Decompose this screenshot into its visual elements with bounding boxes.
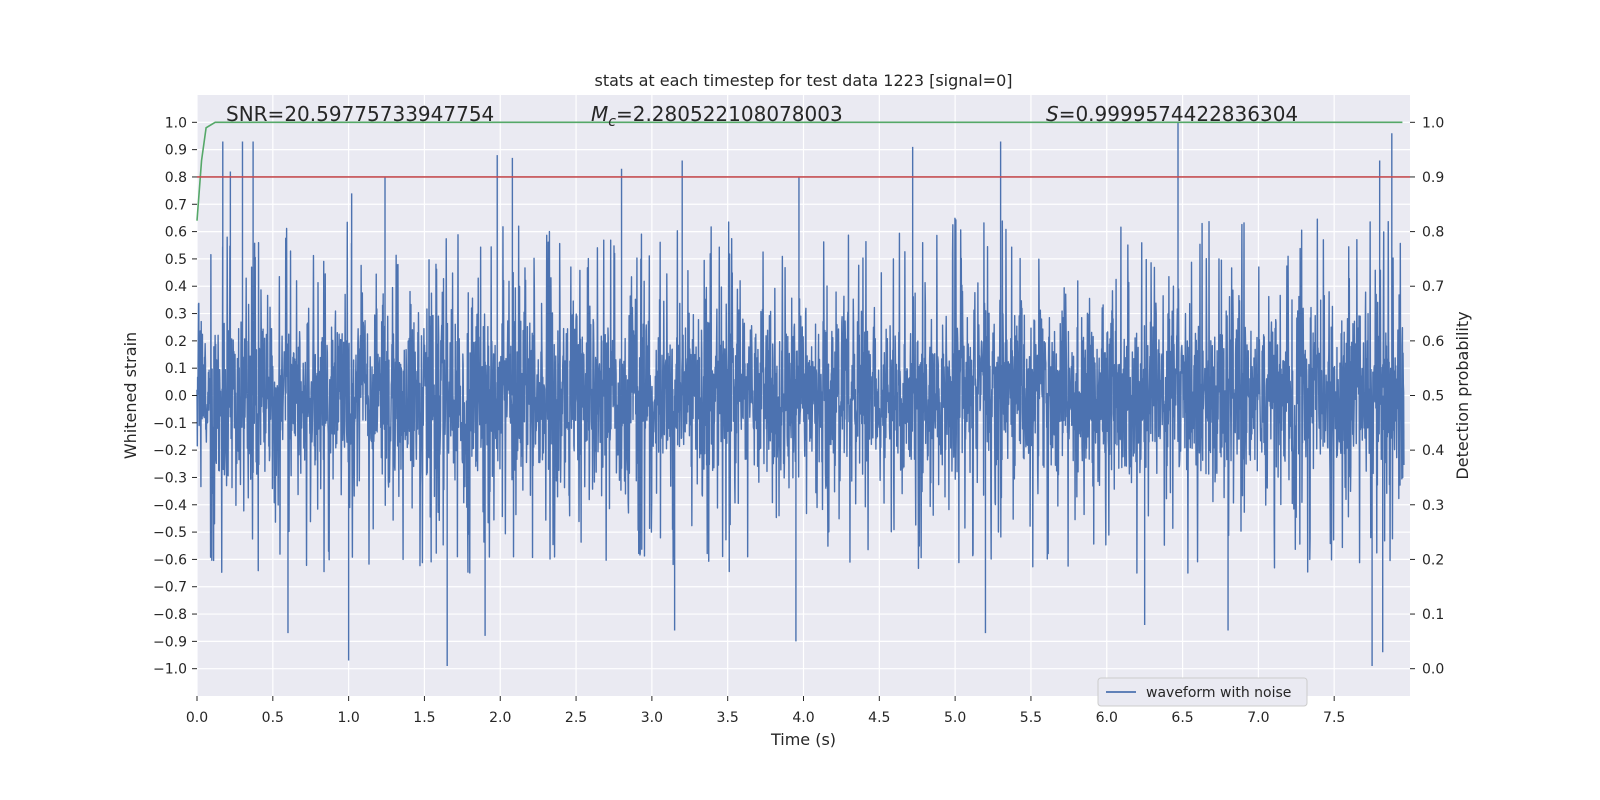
x-tick-label: 1.0	[337, 710, 359, 726]
y-right-tick-label: 0.7	[1422, 279, 1444, 295]
y-tick-label: −0.8	[153, 607, 187, 623]
x-tick-label: 5.0	[944, 710, 966, 726]
y-tick-label: 1.0	[165, 115, 187, 131]
x-axis-label: Time (s)	[770, 730, 836, 749]
detection-probability-line	[196, 121, 1403, 221]
x-tick-label: 2.0	[489, 710, 511, 726]
y-axis-label-right: Detection probability	[1453, 311, 1472, 479]
chart-title: stats at each timestep for test data 122…	[594, 71, 1012, 90]
x-tick-label: 5.5	[1020, 710, 1042, 726]
y-right-tick-label: 0.0	[1422, 662, 1444, 678]
x-tick-label: 6.0	[1096, 710, 1118, 726]
tick-labels: 0.0 0.5 1.0 1.5 2.0 2.5 3.0 3.5 4.0 4.5 5.0 5.5 6.0 6…	[153, 115, 1444, 726]
y-right-tick-label: 0.4	[1422, 443, 1444, 459]
y-right-tick-label: 0.2	[1422, 552, 1444, 568]
x-tick-label: 7.5	[1323, 710, 1345, 726]
x-tick-label: 4.5	[868, 710, 890, 726]
y-axis-label-left: Whitened strain	[121, 332, 140, 459]
legend-box	[1097, 677, 1308, 707]
y-right-tick-label: 0.3	[1422, 498, 1444, 514]
x-tick-label: 0.5	[262, 710, 284, 726]
y-tick-label: −0.9	[153, 634, 187, 650]
y-right-tick-label: 0.6	[1422, 334, 1444, 350]
x-tick-label: 0.0	[186, 710, 208, 726]
chirp-mass-annotation: Mc=2.280522108078003	[591, 102, 843, 130]
y-right-tick-label: 0.5	[1422, 389, 1444, 405]
detection-stat-annotation: S=0.9999574422836304	[1046, 102, 1298, 126]
y-tick-label: 0.3	[165, 307, 187, 323]
y-tick-label: 0.7	[165, 197, 187, 213]
y-tick-label: −0.2	[153, 443, 187, 459]
legend-entry: waveform with noise	[1146, 685, 1291, 701]
y-tick-label: 0.8	[165, 170, 187, 186]
waveform-series	[196, 122, 1405, 666]
y-tick-label: 0.4	[165, 279, 187, 295]
y-tick-label: −0.1	[153, 416, 187, 432]
y-tick-label: −0.4	[153, 498, 187, 514]
y-tick-label: 0.0	[165, 389, 187, 405]
y-right-tick-label: 0.8	[1422, 225, 1444, 241]
x-tick-label: 3.5	[717, 710, 739, 726]
y-tick-label: 0.9	[165, 143, 187, 159]
waveform-line	[196, 122, 1405, 666]
x-tick-label: 1.5	[413, 710, 435, 726]
y-tick-label: 0.1	[165, 361, 187, 377]
x-tick-label: 4.0	[792, 710, 814, 726]
snr-annotation: SNR=20.59775733947754	[226, 102, 494, 126]
y-right-tick-label: 0.1	[1422, 607, 1444, 623]
x-tick-label: 7.0	[1247, 710, 1269, 726]
y-tick-label: −0.5	[153, 525, 187, 541]
y-tick-label: −0.3	[153, 470, 187, 486]
y-tick-label: 0.6	[165, 225, 187, 241]
y-tick-label: 0.5	[165, 252, 187, 268]
x-tick-label: 3.0	[641, 710, 663, 726]
y-tick-label: −0.7	[153, 580, 187, 596]
y-tick-label: 0.2	[165, 334, 187, 350]
x-tick-label: 6.5	[1171, 710, 1193, 726]
y-tick-label: −0.6	[153, 552, 187, 568]
y-right-tick-label: 0.9	[1422, 170, 1444, 186]
legend: waveform with noise	[1097, 677, 1308, 707]
probability-series	[196, 121, 1410, 221]
y-tick-label: −1.0	[153, 662, 187, 678]
y-right-tick-label: 1.0	[1422, 115, 1444, 131]
x-tick-label: 2.5	[565, 710, 587, 726]
